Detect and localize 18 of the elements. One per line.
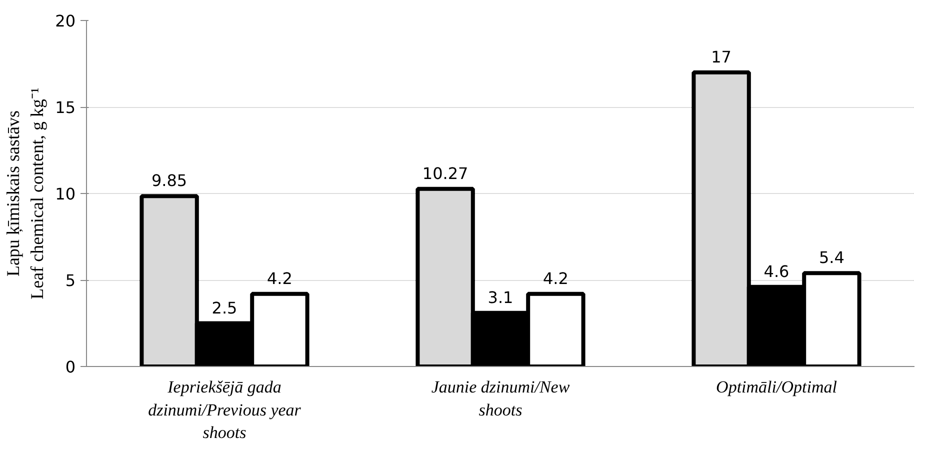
y-tick-label: 5 [65, 271, 76, 290]
x-tick-label: Jaunie dzinumi/New shoots [431, 378, 570, 420]
x-tick-label: Optimāli/Optimal [716, 378, 838, 396]
data-label: 5.4 [818, 248, 844, 268]
y-tick-label: 10 [55, 184, 76, 204]
y-tick-label: 15 [55, 98, 76, 117]
data-label: 2.5 [212, 298, 238, 318]
data-label: 3.1 [488, 288, 514, 307]
data-label: 17 [711, 47, 732, 66]
data-label: 4.2 [266, 268, 292, 288]
y-tick-label: 20 [55, 12, 76, 30]
data-label: 10.27 [422, 164, 468, 183]
y-axis-title: Lapu ķīmiskais sastāvs Leaf chemical content, g kg⁻¹ [3, 88, 48, 300]
data-label: 4.2 [542, 268, 568, 288]
data-label: 9.85 [151, 171, 188, 190]
x-tick-label: Iepriekšējā gada dzinumi/Previous year shoots [148, 378, 302, 442]
data-label: 4.6 [764, 262, 790, 281]
y-tick-label: 0 [65, 358, 76, 376]
